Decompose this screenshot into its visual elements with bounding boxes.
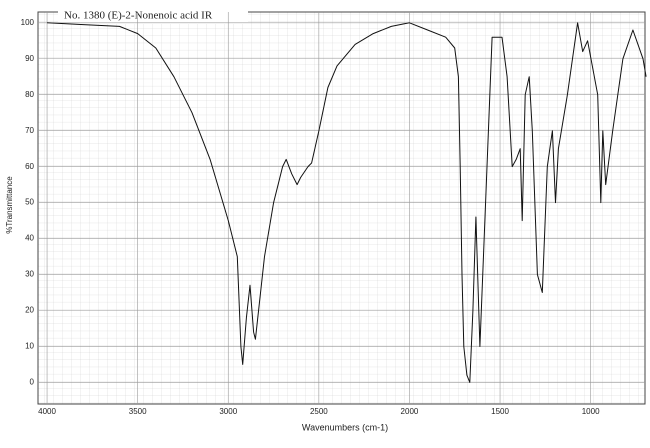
x-tick-label: 3000 [219, 407, 237, 416]
y-tick-label: 0 [30, 378, 35, 387]
y-tick-label: 40 [25, 234, 34, 243]
y-tick-label: 20 [25, 306, 34, 315]
y-tick-label: 10 [25, 342, 34, 351]
y-tick-label: 80 [25, 90, 34, 99]
plot-area [37, 11, 646, 405]
y-tick-label: 50 [25, 198, 34, 207]
y-tick-label: 60 [25, 162, 34, 171]
x-tick-label: 3500 [129, 407, 147, 416]
y-tick-label: 70 [25, 126, 34, 135]
y-tick-label: 30 [25, 270, 34, 279]
title-box [58, 8, 248, 24]
y-axis-label: %Transmittance [5, 176, 14, 234]
x-axis-label: Wavenumbers (cm-1) [302, 422, 388, 432]
y-tick-label: 90 [25, 54, 34, 63]
x-tick-label: 4000 [38, 407, 56, 416]
x-tick-label: 2000 [401, 407, 419, 416]
x-tick-label: 2500 [310, 407, 328, 416]
spectrum-line [47, 22, 647, 383]
y-tick-label: 100 [21, 18, 35, 27]
chart-title: No. 1380 (E)-2-Nonenoic acid IR [64, 10, 213, 22]
x-tick-label: 1000 [582, 407, 600, 416]
x-tick-label: 1500 [491, 407, 509, 416]
